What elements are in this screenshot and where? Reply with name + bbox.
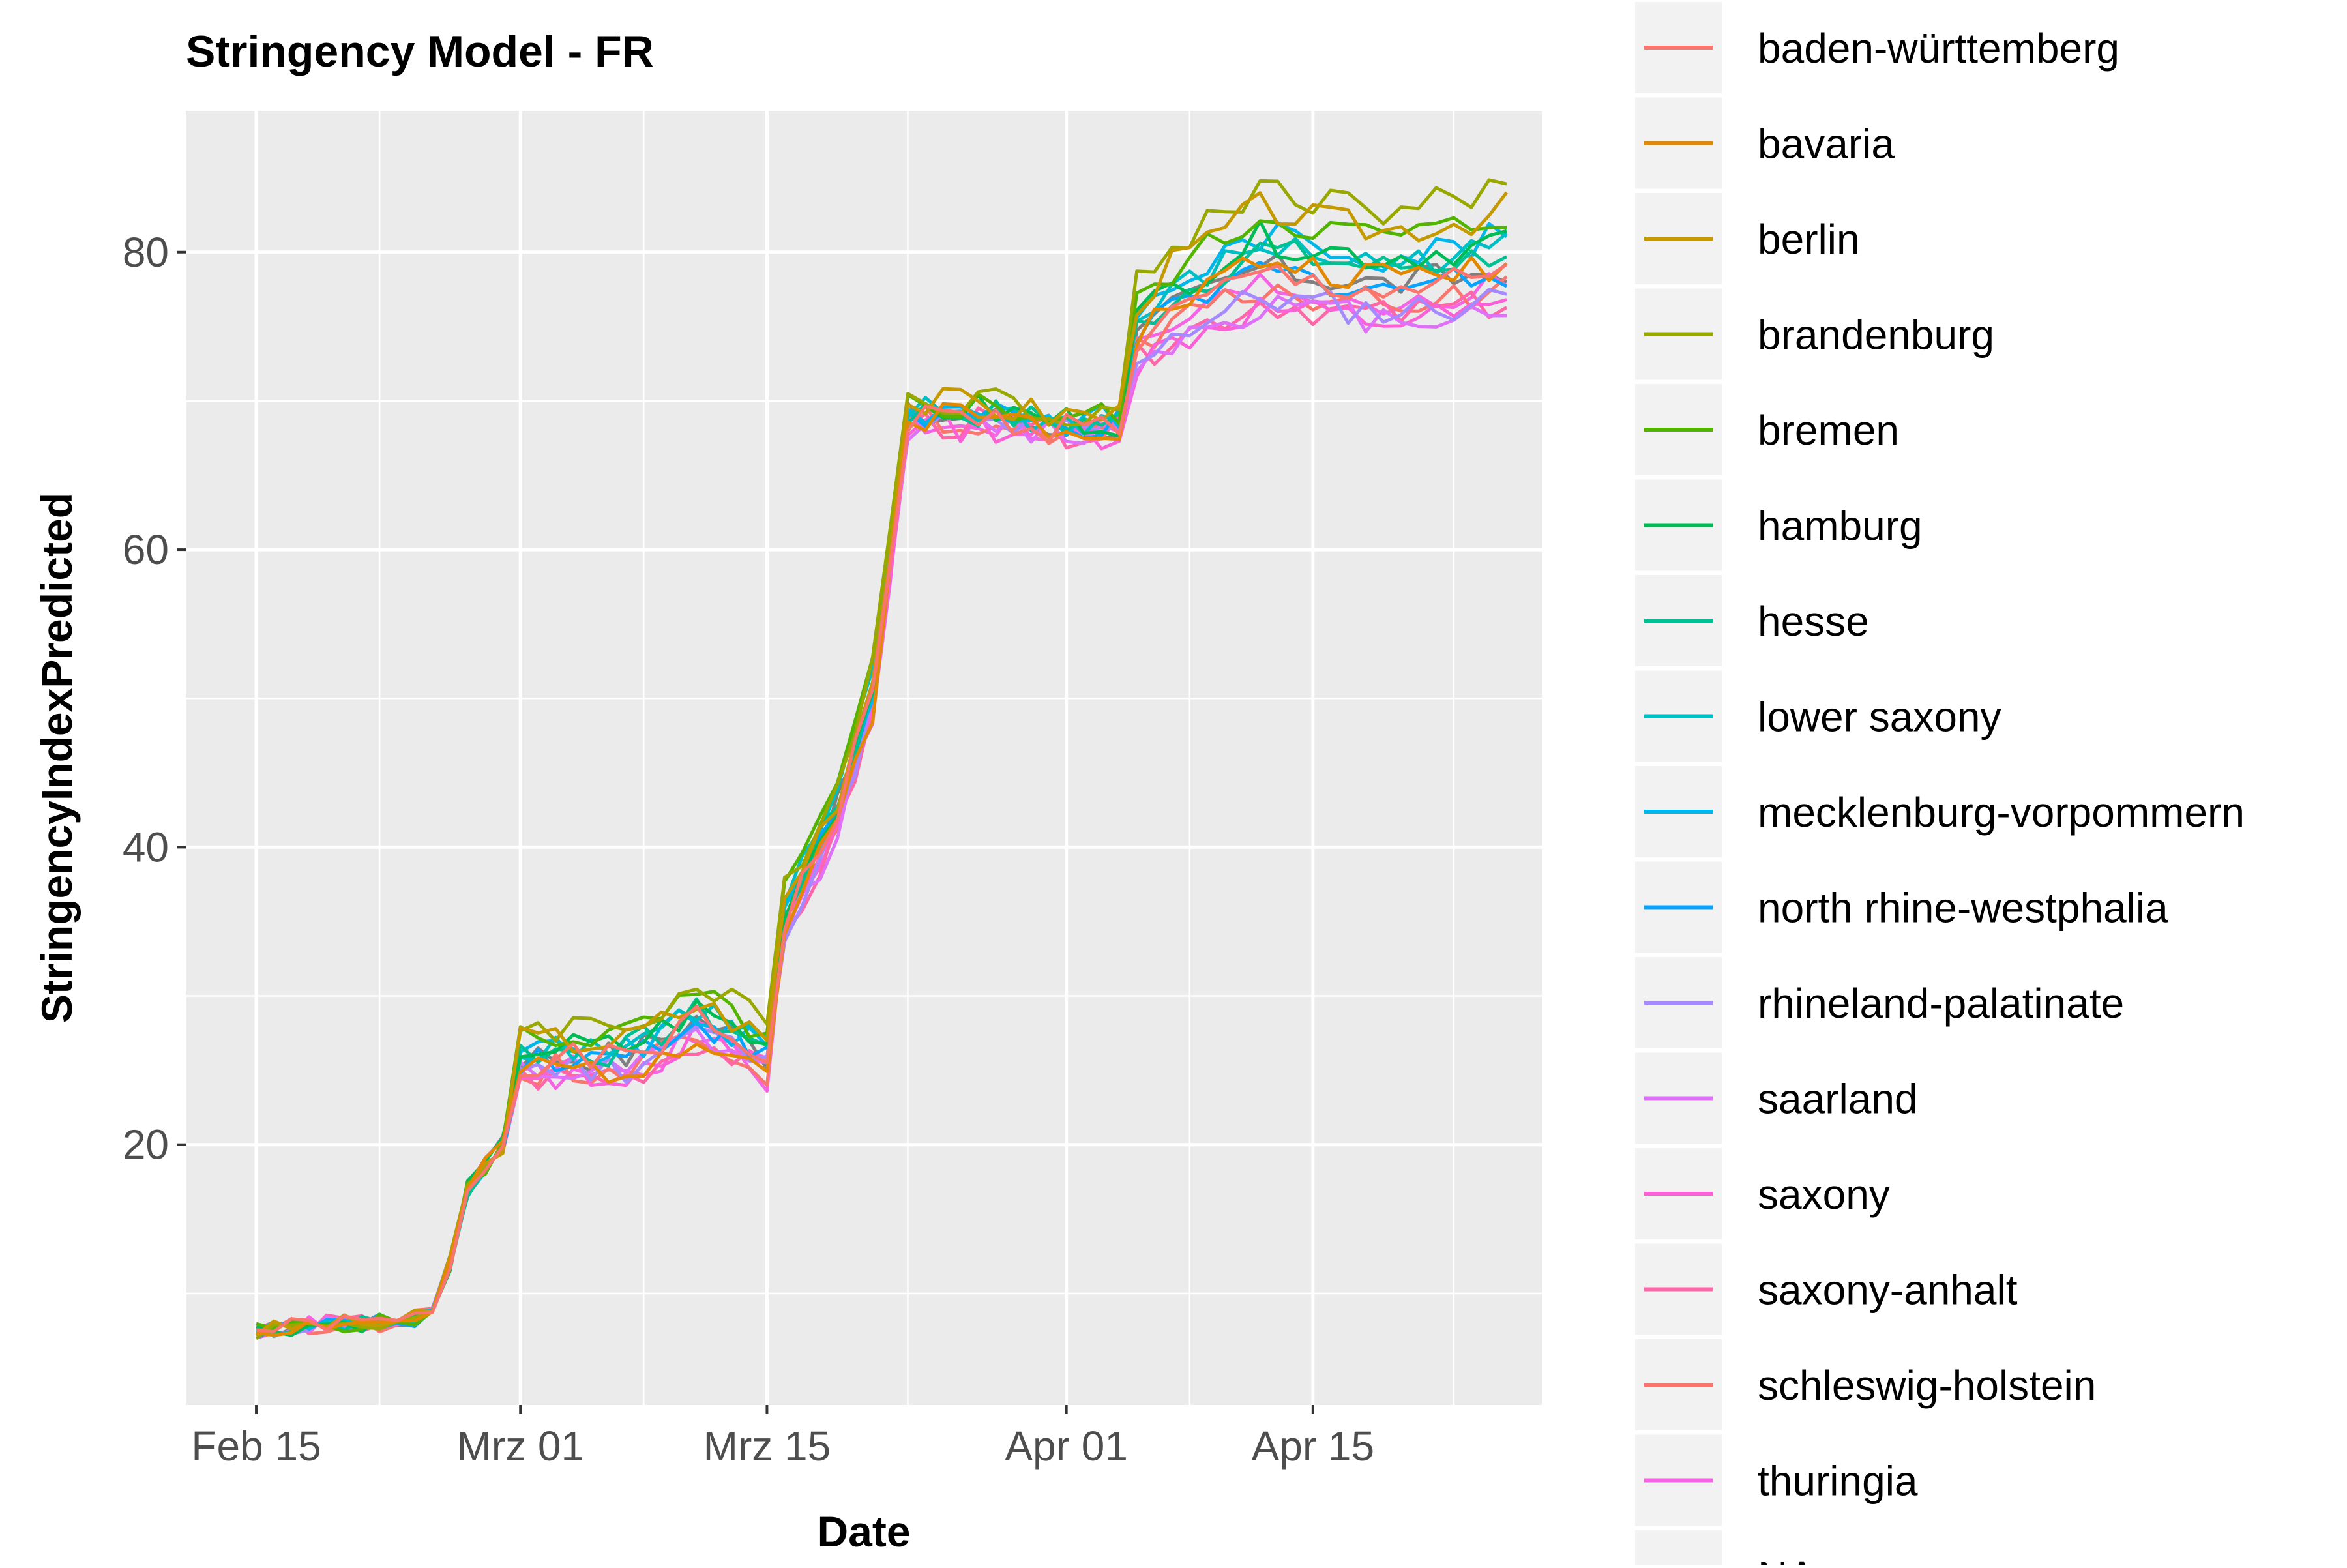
legend-label: brandenburg — [1758, 312, 1994, 359]
legend-label: hamburg — [1758, 503, 1923, 550]
legend-key — [1635, 1530, 1722, 1568]
chart-title: Stringency Model - FR — [186, 27, 654, 76]
legend-label: berlin — [1758, 216, 1860, 263]
legend-label: schleswig-holstein — [1758, 1362, 2096, 1409]
legend-label: thuringia — [1758, 1458, 1918, 1505]
y-tick-label: 80 — [123, 229, 169, 276]
legend-label: mecklenburg-vorpommern — [1758, 789, 2245, 836]
legend-label: baden-württemberg — [1758, 25, 2119, 72]
series-line — [256, 263, 1508, 1333]
y-tick-label: 20 — [123, 1121, 169, 1168]
legend-label: lower saxony — [1758, 694, 2001, 741]
legend: baden-württemberg bavaria berlin brandenbur… — [1635, 2, 2245, 1568]
x-tick-label: Mrz 01 — [456, 1423, 584, 1470]
legend-label: rhineland-palatinate — [1758, 980, 2124, 1027]
x-axis-label: Date — [817, 1507, 910, 1556]
y-axis-label: StringencyIndexPredicted — [33, 492, 81, 1023]
x-tick-label: Apr 15 — [1252, 1423, 1375, 1470]
legend-label: NA — [1758, 1553, 1816, 1565]
legend-label: saxony-anhalt — [1758, 1267, 2018, 1314]
plot-panel — [186, 111, 1542, 1405]
legend-label: north rhine-westphalia — [1758, 885, 2168, 932]
x-tick-label: Apr 01 — [1005, 1423, 1128, 1470]
legend-label: bremen — [1758, 407, 1899, 454]
grid-major — [186, 111, 1542, 1405]
series-lines — [255, 178, 1508, 1340]
legend-label: saarland — [1758, 1076, 1918, 1123]
x-axis: Feb 15 Mrz 01 Mrz 15 Apr 01 Apr 15 — [191, 1405, 1374, 1470]
legend-label: bavaria — [1758, 121, 1895, 168]
x-tick-label: Mrz 15 — [703, 1423, 831, 1470]
y-axis: 20 40 60 80 — [123, 229, 186, 1168]
x-tick-label: Feb 15 — [191, 1423, 321, 1470]
y-tick-label: 40 — [123, 823, 169, 870]
y-tick-label: 60 — [123, 526, 169, 573]
legend-label: hesse — [1758, 598, 1869, 645]
legend-label: saxony — [1758, 1171, 1890, 1218]
